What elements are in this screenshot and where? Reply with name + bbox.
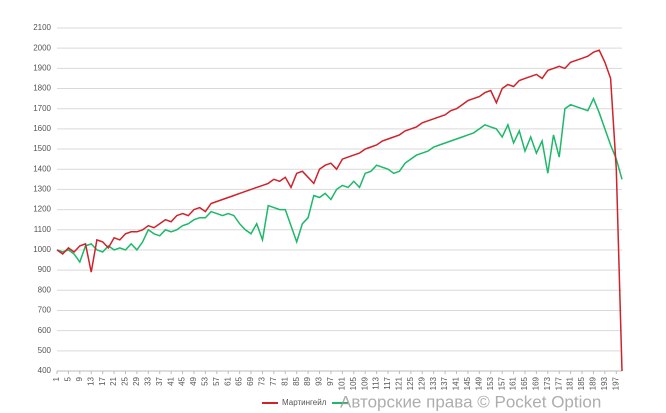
- x-tick-label: 81: [280, 376, 289, 385]
- x-tick-label: 17: [98, 376, 107, 385]
- x-tick-label: 105: [349, 376, 358, 390]
- x-tick-label: 153: [486, 376, 495, 390]
- x-tick-label: 9: [75, 376, 84, 381]
- x-tick-label: 21: [109, 376, 118, 385]
- y-tick-label: 2000: [33, 43, 51, 52]
- y-tick-label: 1600: [33, 124, 51, 133]
- x-tick-label: 37: [155, 376, 164, 385]
- x-tick-label: 45: [178, 376, 187, 385]
- y-tick-label: 400: [38, 366, 52, 375]
- x-tick-label: 85: [292, 376, 301, 385]
- x-tick-label: 121: [395, 376, 404, 390]
- series-line: [56, 49, 623, 372]
- x-tick-label: 41: [166, 376, 175, 385]
- x-tick-label: 77: [269, 376, 278, 385]
- x-tick-label: 117: [383, 376, 392, 389]
- y-tick-label: 1300: [33, 185, 51, 194]
- x-tick-label: 49: [189, 376, 198, 385]
- y-tick-label: 800: [38, 285, 52, 294]
- x-tick-label: 13: [86, 376, 95, 385]
- x-tick-label: 149: [474, 376, 483, 390]
- y-tick-label: 1900: [33, 63, 51, 72]
- x-tick-label: 53: [200, 376, 209, 385]
- x-tick-label: 29: [132, 376, 141, 385]
- x-tick-label: 197: [611, 376, 620, 390]
- x-tick-label: 25: [121, 376, 130, 385]
- y-tick-label: 1500: [33, 144, 51, 153]
- x-tick-label: 177: [554, 376, 563, 390]
- x-tick-label: 145: [463, 376, 472, 390]
- y-tick-label: 1400: [33, 164, 51, 173]
- y-tick-label: 500: [38, 346, 52, 355]
- x-tick-label: 181: [566, 376, 575, 390]
- x-tick-label: 125: [406, 376, 415, 390]
- x-tick-label: 129: [417, 376, 426, 390]
- y-tick-label: 900: [38, 265, 52, 274]
- y-tick-label: 600: [38, 326, 52, 335]
- x-tick-label: 73: [258, 376, 267, 385]
- x-tick-label: 89: [303, 376, 312, 385]
- x-tick-label: 161: [509, 376, 518, 390]
- x-tick-label: 193: [600, 376, 609, 390]
- watermark: Авторские права © Pocket Option: [340, 392, 601, 411]
- x-tick-label: 157: [497, 376, 506, 390]
- x-tick-label: 93: [315, 376, 324, 385]
- y-tick-label: 1100: [34, 225, 52, 234]
- y-tick-label: 1700: [33, 104, 51, 113]
- x-tick-label: 189: [589, 376, 598, 390]
- x-tick-label: 113: [372, 376, 381, 389]
- x-tick-label: 5: [64, 376, 73, 381]
- x-tick-label: 57: [212, 376, 221, 385]
- y-tick-label: 2100: [33, 23, 51, 32]
- x-tick-label: 65: [235, 376, 244, 385]
- x-tick-label: 101: [337, 376, 346, 390]
- x-tick-label: 185: [577, 376, 586, 390]
- x-tick-label: 141: [452, 376, 461, 390]
- x-tick-label: 109: [360, 376, 369, 390]
- x-tick-label: 97: [326, 376, 335, 385]
- x-tick-label: 173: [543, 376, 552, 390]
- x-tick-label: 1: [52, 376, 61, 381]
- x-tick-label: 69: [246, 376, 255, 385]
- y-tick-label: 1000: [33, 245, 51, 254]
- x-tick-label: 137: [440, 376, 449, 390]
- x-tick-label: 165: [520, 376, 529, 390]
- series-line: [56, 96, 623, 264]
- legend-label: Мартингейл: [282, 398, 327, 407]
- x-tick-label: 133: [429, 376, 438, 390]
- x-tick-label: 33: [143, 376, 152, 385]
- y-tick-label: 700: [38, 306, 52, 315]
- x-tick-label: 169: [532, 376, 541, 390]
- x-tick-label: 61: [223, 376, 232, 385]
- y-tick-label: 1200: [33, 205, 51, 214]
- y-tick-label: 1800: [33, 84, 51, 93]
